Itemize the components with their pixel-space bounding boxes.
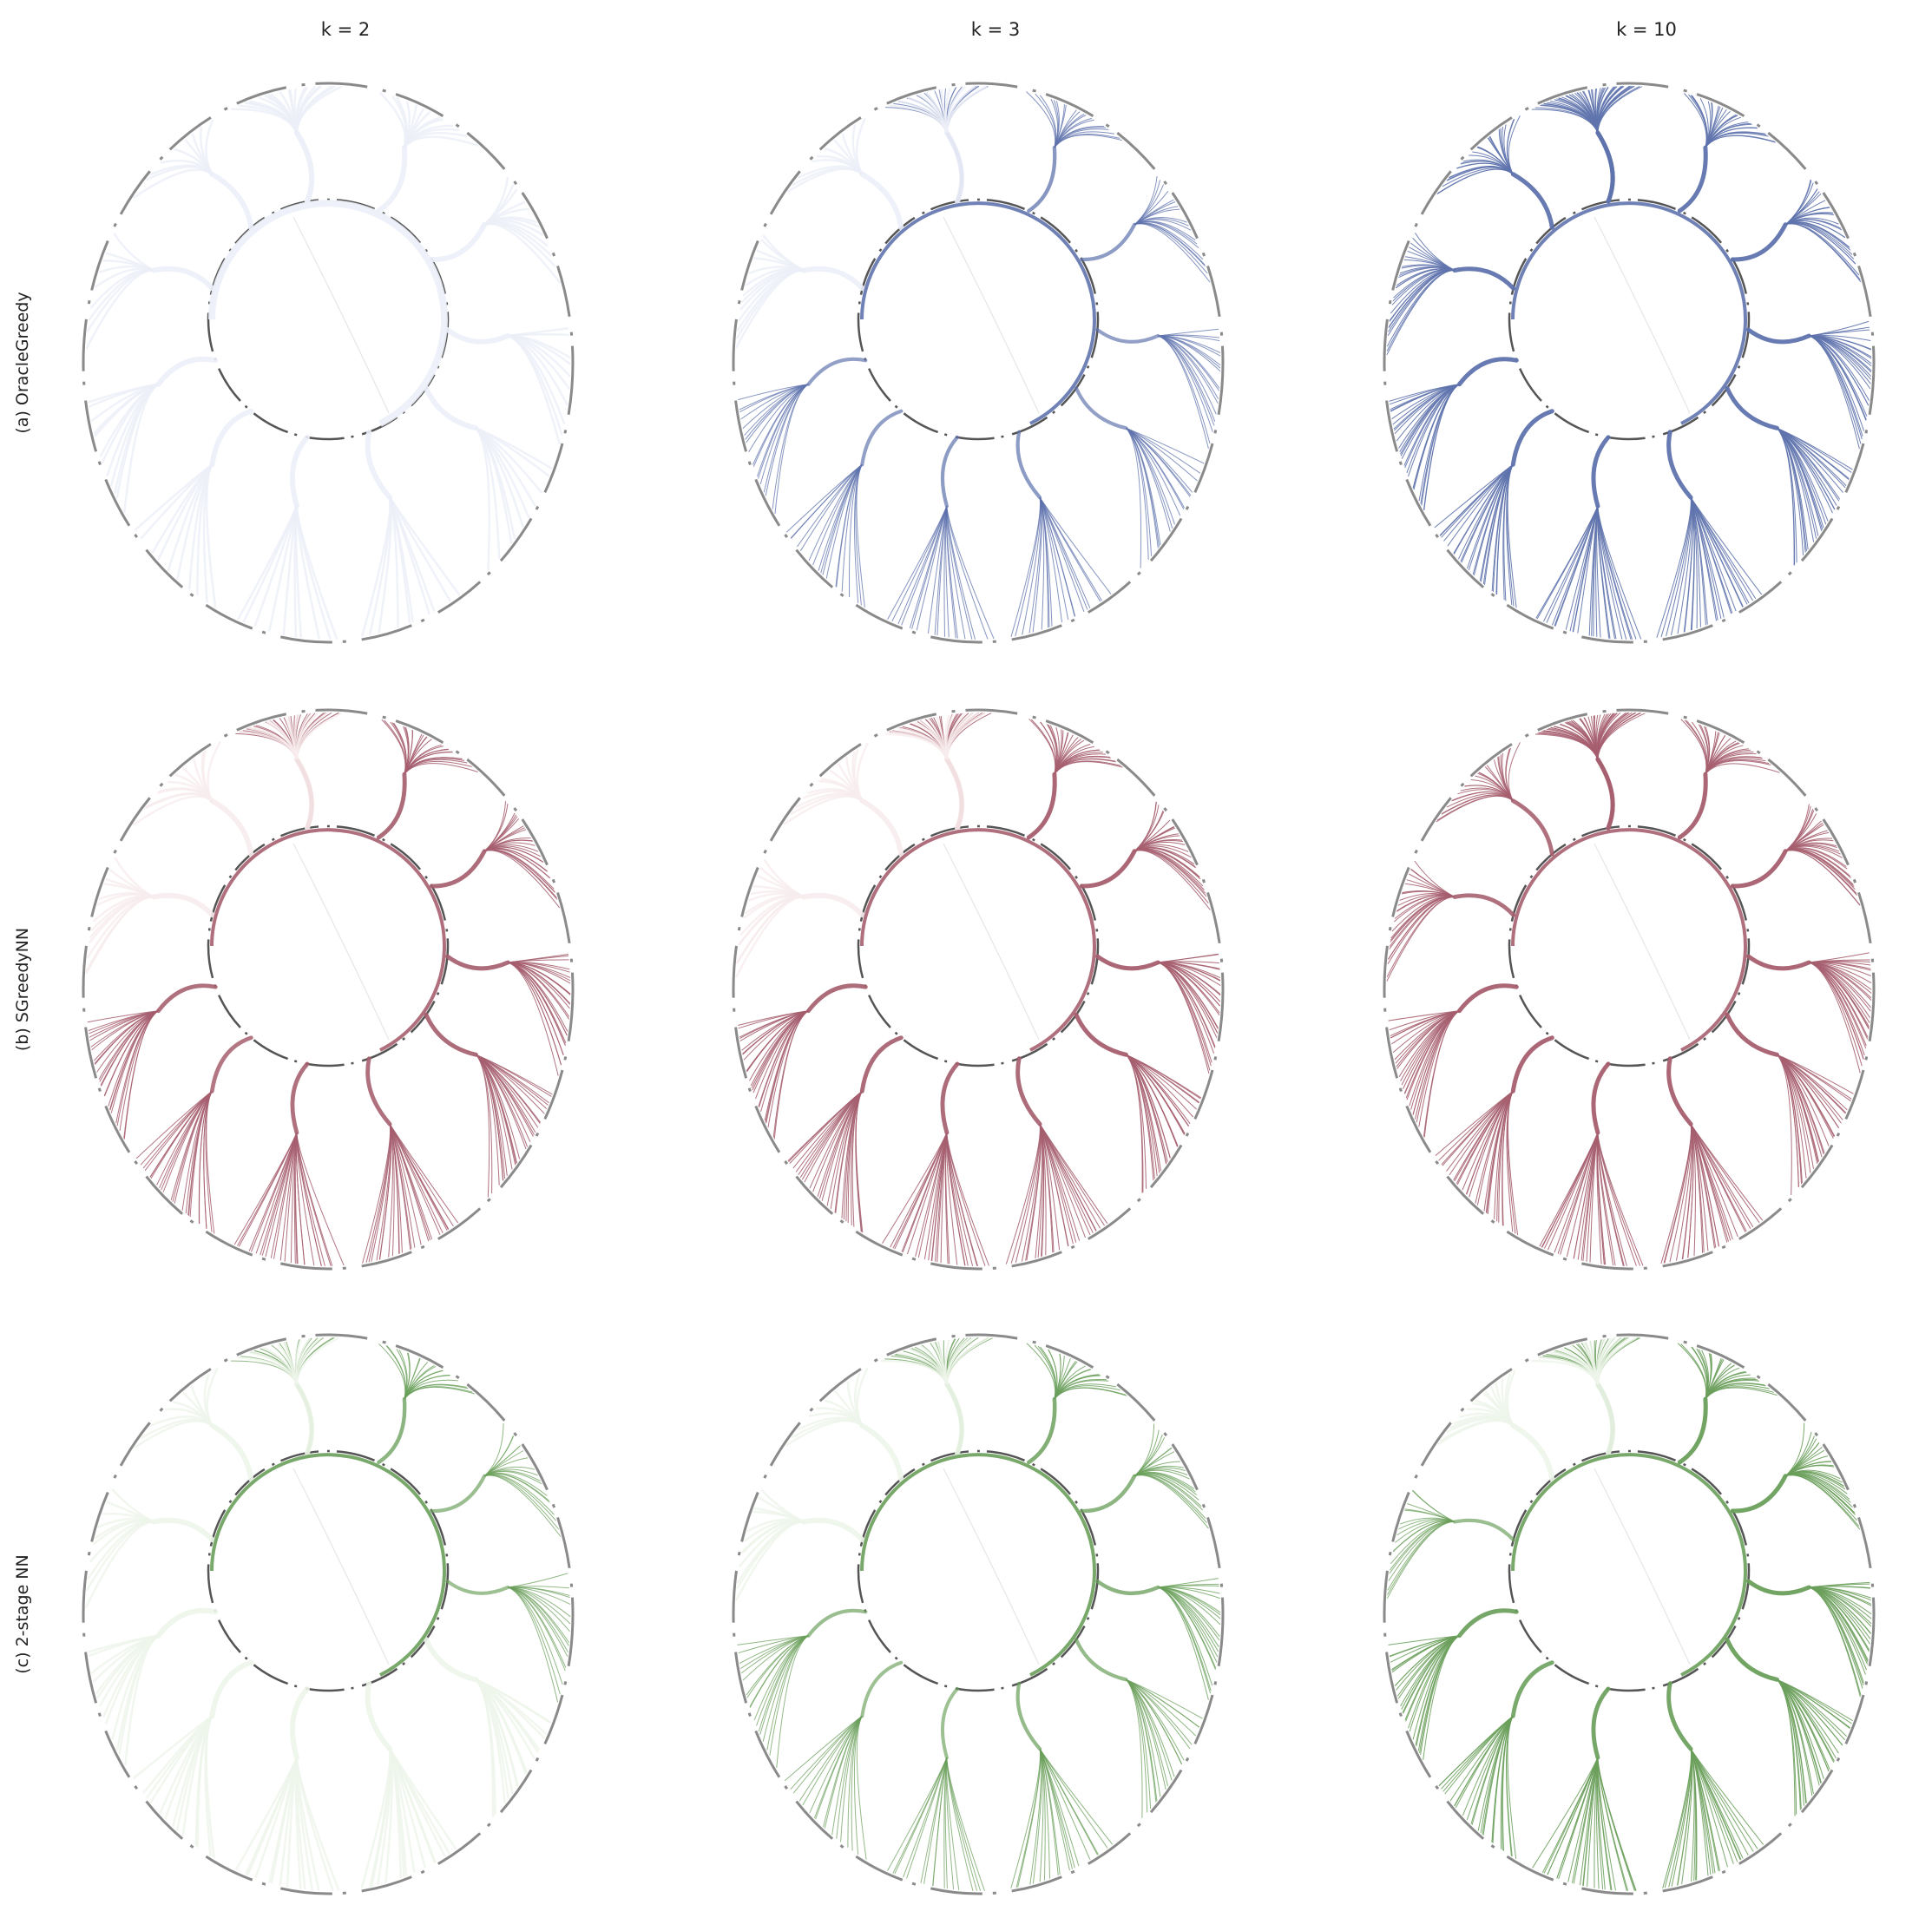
edge-bundles: [84, 1337, 571, 1892]
edge-bundles: [85, 85, 571, 640]
outer-node-ring: [1383, 82, 1876, 644]
row-title-0: (a) OracleGreedy: [13, 292, 32, 434]
outer-node-ring: [1383, 708, 1876, 1271]
outer-node-ring: [82, 82, 575, 644]
hub-bundle: [860, 201, 1096, 425]
hub-chord: [1594, 216, 1691, 414]
column-title-k-10: k = 10: [1616, 19, 1677, 40]
edge-bundles: [1386, 712, 1872, 1266]
hub-chord: [1594, 843, 1691, 1041]
inner-node-ring: [207, 1449, 450, 1692]
row-title-2: (c) 2-stage NN: [13, 1554, 32, 1674]
column-title-k-3: k = 3: [970, 19, 1021, 40]
inner-node-ring: [1508, 1449, 1751, 1692]
bundle-panel-row2-k2: [82, 1333, 575, 1895]
hub-chord: [292, 843, 390, 1041]
hub-chord: [1594, 1468, 1691, 1665]
edge-bundles: [734, 712, 1221, 1266]
inner-node-ring: [857, 1449, 1100, 1692]
hub-bundle: [1511, 201, 1747, 425]
inner-node-ring: [1508, 824, 1751, 1067]
outer-node-ring: [1383, 1333, 1876, 1895]
row-title-1: (b) SGreedyNN: [13, 927, 32, 1052]
inner-node-ring: [857, 198, 1100, 441]
hub-bundle: [210, 828, 446, 1052]
hub-chord: [943, 843, 1040, 1041]
inner-node-ring: [857, 824, 1100, 1067]
edge-bundles: [1386, 1337, 1872, 1891]
bundle-panel-row1-k10: [1383, 708, 1876, 1271]
hub-bundle: [1511, 1453, 1747, 1677]
inner-node-ring: [207, 824, 450, 1067]
hub-bundle: [860, 1453, 1096, 1677]
bundle-panel-row0-k10: [1383, 82, 1876, 644]
bundle-panel-row0-k2: [82, 82, 575, 644]
hub-bundle: [208, 200, 448, 427]
hub-bundle: [860, 828, 1096, 1052]
outer-node-ring: [82, 1333, 575, 1895]
outer-node-ring: [732, 82, 1225, 644]
hub-bundle: [1511, 828, 1747, 1052]
bundle-panel-row2-k10: [1383, 1333, 1876, 1895]
inner-node-ring: [1508, 198, 1751, 441]
outer-node-ring: [732, 708, 1225, 1271]
column-title-k-2: k = 2: [320, 19, 371, 40]
hub-bundle: [210, 1453, 446, 1677]
outer-node-ring: [82, 708, 575, 1271]
hub-chord: [292, 216, 390, 414]
edge-bundles: [85, 712, 571, 1266]
edge-bundles: [1386, 85, 1872, 640]
bundle-panel-row0-k3: [732, 82, 1225, 644]
outer-node-ring: [732, 1333, 1225, 1895]
bundle-panel-row1-k2: [82, 708, 575, 1271]
edge-bundles: [735, 1337, 1221, 1891]
bundle-panel-row2-k3: [732, 1333, 1225, 1895]
hub-chord: [943, 216, 1040, 414]
edge-bundles: [735, 85, 1221, 640]
hub-chord: [292, 1468, 390, 1665]
bundle-panel-row1-k3: [732, 708, 1225, 1271]
hub-chord: [943, 1468, 1040, 1665]
